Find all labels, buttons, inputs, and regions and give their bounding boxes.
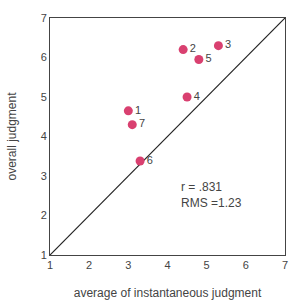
svg-text:r = .831RMS =1.23: r = .831RMS =1.23	[181, 180, 242, 210]
svg-text:5: 5	[204, 259, 210, 271]
svg-text:1: 1	[135, 104, 141, 116]
svg-text:2: 2	[41, 209, 47, 221]
svg-text:4: 4	[41, 130, 47, 142]
svg-text:7: 7	[41, 12, 47, 24]
svg-text:2: 2	[190, 42, 196, 54]
svg-text:4: 4	[194, 90, 200, 102]
svg-text:7: 7	[282, 259, 288, 271]
svg-text:average of instantaneous judgm: average of instantaneous judgment	[74, 286, 262, 300]
svg-text:7: 7	[139, 117, 145, 129]
svg-text:3: 3	[41, 170, 47, 182]
svg-text:5: 5	[205, 52, 211, 64]
svg-text:6: 6	[243, 259, 249, 271]
svg-text:1: 1	[41, 249, 47, 261]
svg-text:3: 3	[125, 259, 131, 271]
svg-text:2: 2	[86, 259, 92, 271]
svg-text:1: 1	[47, 259, 53, 271]
svg-text:3: 3	[225, 38, 231, 50]
svg-text:overall judgment: overall judgment	[5, 92, 19, 181]
svg-text:4: 4	[164, 259, 170, 271]
svg-text:6: 6	[147, 154, 153, 166]
svg-text:5: 5	[41, 91, 47, 103]
svg-text:6: 6	[41, 51, 47, 63]
